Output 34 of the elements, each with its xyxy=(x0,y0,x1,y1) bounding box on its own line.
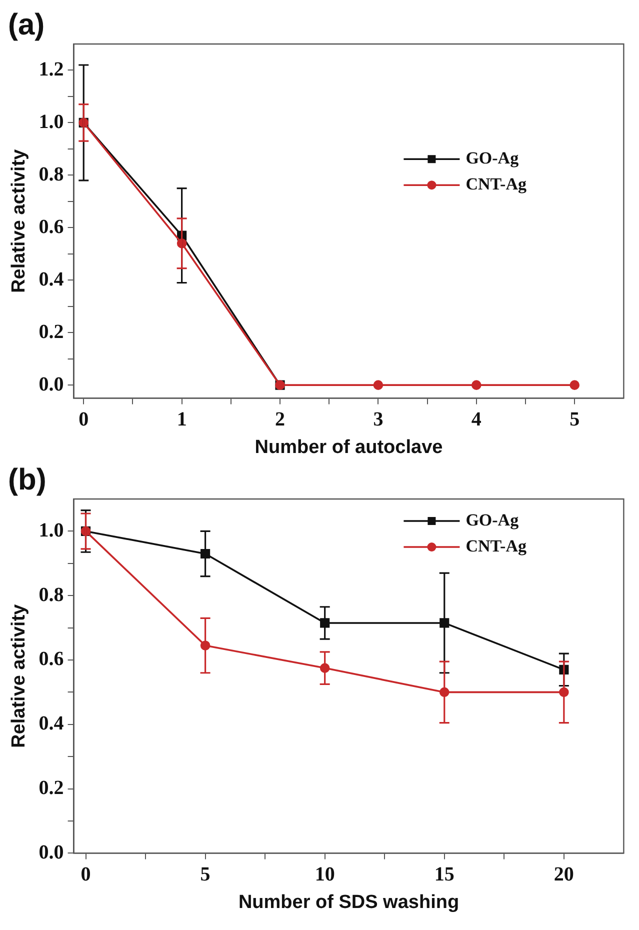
legend-label: CNT-Ag xyxy=(466,174,527,194)
y-tick-label: 0.2 xyxy=(38,320,64,343)
x-tick-label: 0 xyxy=(80,863,91,886)
x-tick-label: 4 xyxy=(471,408,482,430)
y-tick-label: 1.0 xyxy=(38,519,64,542)
x-tick-label: 3 xyxy=(373,408,384,430)
y-tick-label: 0.6 xyxy=(38,216,64,238)
x-tick-label: 1 xyxy=(176,408,187,430)
x-tick-label: 2 xyxy=(275,408,286,430)
y-tick-label: 0.8 xyxy=(38,584,64,606)
x-tick-label: 15 xyxy=(434,863,454,886)
y-tick-label: 0.6 xyxy=(38,648,64,670)
x-tick-label: 0 xyxy=(78,408,89,430)
legend-label: GO-Ag xyxy=(466,148,520,168)
y-tick-label: 0.4 xyxy=(38,712,64,735)
y-axis-title: Relative activity xyxy=(8,148,30,293)
y-tick-label: 0.4 xyxy=(38,268,64,290)
x-tick-label: 5 xyxy=(570,408,580,430)
y-tick-label: 0.8 xyxy=(38,163,64,186)
y-tick-label: 0.2 xyxy=(38,776,64,799)
y-tick-label: 0.0 xyxy=(38,841,64,864)
x-tick-label: 20 xyxy=(554,863,574,886)
y-tick-label: 1.0 xyxy=(38,110,64,133)
x-axis-title: Number of autoclave xyxy=(254,436,443,458)
x-tick-label: 10 xyxy=(314,863,335,886)
legend-label: CNT-Ag xyxy=(466,536,527,556)
x-tick-label: 5 xyxy=(200,863,210,886)
y-axis-title: Relative activity xyxy=(8,604,30,748)
y-tick-label: 1.2 xyxy=(38,58,64,80)
chart-title: (b) xyxy=(8,463,46,496)
x-axis-title: Number of SDS washing xyxy=(238,892,460,913)
chart-title: (a) xyxy=(8,8,45,42)
legend-label: GO-Ag xyxy=(466,510,520,530)
y-tick-label: 0.0 xyxy=(38,373,64,396)
